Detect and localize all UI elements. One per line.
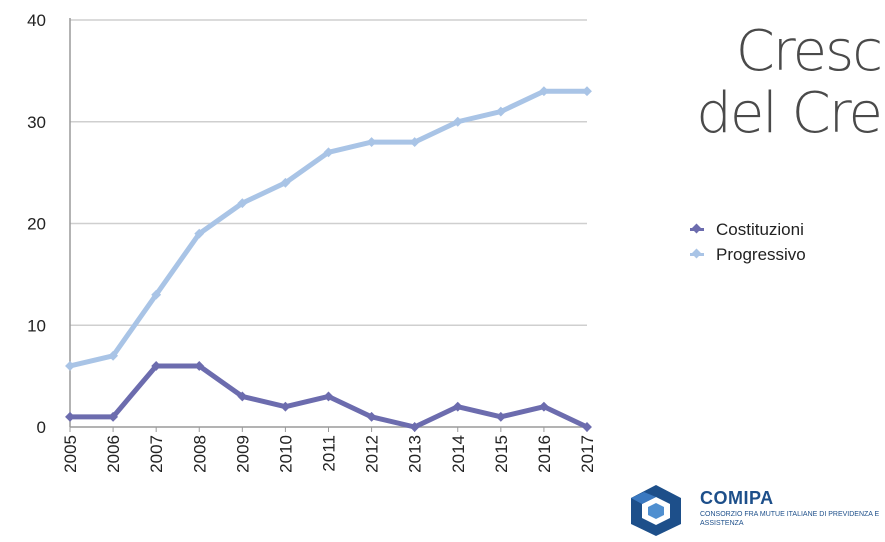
legend-item-costituzioni: Costituzioni xyxy=(690,217,806,242)
legend-label-progressivo: Progressivo xyxy=(716,244,806,264)
data-point-costituzioni-2016 xyxy=(538,401,549,412)
data-point-progressivo-2010 xyxy=(280,177,291,188)
x-tick-label-2016: 2016 xyxy=(535,435,554,473)
x-tick-label-2006: 2006 xyxy=(104,435,123,473)
legend-swatch-progressivo xyxy=(690,253,704,256)
data-point-costituzioni-2011 xyxy=(323,391,334,402)
data-point-progressivo-2012 xyxy=(366,137,377,148)
data-point-progressivo-2008 xyxy=(194,228,205,239)
logo-subtitle: CONSORZIO FRA MUTUE ITALIANE DI PREVIDEN… xyxy=(700,511,880,527)
data-point-costituzioni-2012 xyxy=(366,411,377,422)
data-point-costituzioni-2007 xyxy=(151,361,162,371)
y-tick-label-10: 10 xyxy=(27,316,46,335)
page-title-line-2: del Cre xyxy=(696,81,883,146)
chart-gridlines xyxy=(70,19,587,326)
x-tick-label-2009: 2009 xyxy=(233,435,252,473)
data-point-costituzioni-2009 xyxy=(237,391,248,402)
comipa-logo-mark-icon xyxy=(631,485,681,536)
legend-swatch-costituzioni xyxy=(690,228,704,231)
data-point-progressivo-2013 xyxy=(409,137,420,148)
chart-axes xyxy=(69,18,588,432)
data-point-costituzioni-2005 xyxy=(65,411,75,422)
data-point-costituzioni-2013 xyxy=(409,422,420,432)
x-tick-label-2005: 2005 xyxy=(61,435,80,473)
data-point-costituzioni-2015 xyxy=(495,411,506,422)
x-tick-label-2008: 2008 xyxy=(190,435,209,473)
x-tick-label-2011: 2011 xyxy=(320,435,339,472)
chart-series xyxy=(65,86,592,432)
data-point-progressivo-2016 xyxy=(538,86,549,97)
legend-item-progressivo: Progressivo xyxy=(690,242,806,267)
data-point-costituzioni-2017 xyxy=(582,422,592,432)
y-tick-label-30: 30 xyxy=(27,113,46,132)
data-point-progressivo-2009 xyxy=(237,198,248,209)
legend-label-costituzioni: Costituzioni xyxy=(716,219,804,239)
x-tick-label-2010: 2010 xyxy=(276,435,295,473)
x-tick-label-2013: 2013 xyxy=(406,435,425,473)
y-tick-label-0: 0 xyxy=(37,418,46,437)
data-point-progressivo-2011 xyxy=(323,147,334,158)
x-tick-label-2014: 2014 xyxy=(449,435,468,473)
x-axis-tick-labels: 2005 2006 2007 2008 2009 2010 2011 2012 2013 2014… xyxy=(61,435,597,473)
x-tick-label-2007: 2007 xyxy=(147,435,166,473)
chart-legend: Costituzioni Progressivo xyxy=(690,217,806,267)
data-point-progressivo-2017 xyxy=(582,86,592,97)
comipa-logo: COMIPA CONSORZIO FRA MUTUE ITALIANE DI P… xyxy=(626,482,885,538)
data-point-progressivo-2007 xyxy=(151,289,162,300)
x-tick-label-2012: 2012 xyxy=(363,435,382,473)
x-tick-label-2015: 2015 xyxy=(492,435,511,473)
data-point-progressivo-2005 xyxy=(65,361,75,371)
y-axis-tick-labels: 0 10 20 30 40 xyxy=(27,11,46,437)
y-tick-label-40: 40 xyxy=(27,11,46,30)
data-point-costituzioni-2010 xyxy=(280,401,291,412)
data-point-costituzioni-2014 xyxy=(452,401,463,412)
data-point-costituzioni-2008 xyxy=(194,361,205,371)
logo-name: COMIPA xyxy=(700,488,774,508)
page-title-line-1: Cresc xyxy=(735,19,883,84)
x-tick-label-2017: 2017 xyxy=(578,435,597,473)
y-tick-label-20: 20 xyxy=(27,215,46,234)
